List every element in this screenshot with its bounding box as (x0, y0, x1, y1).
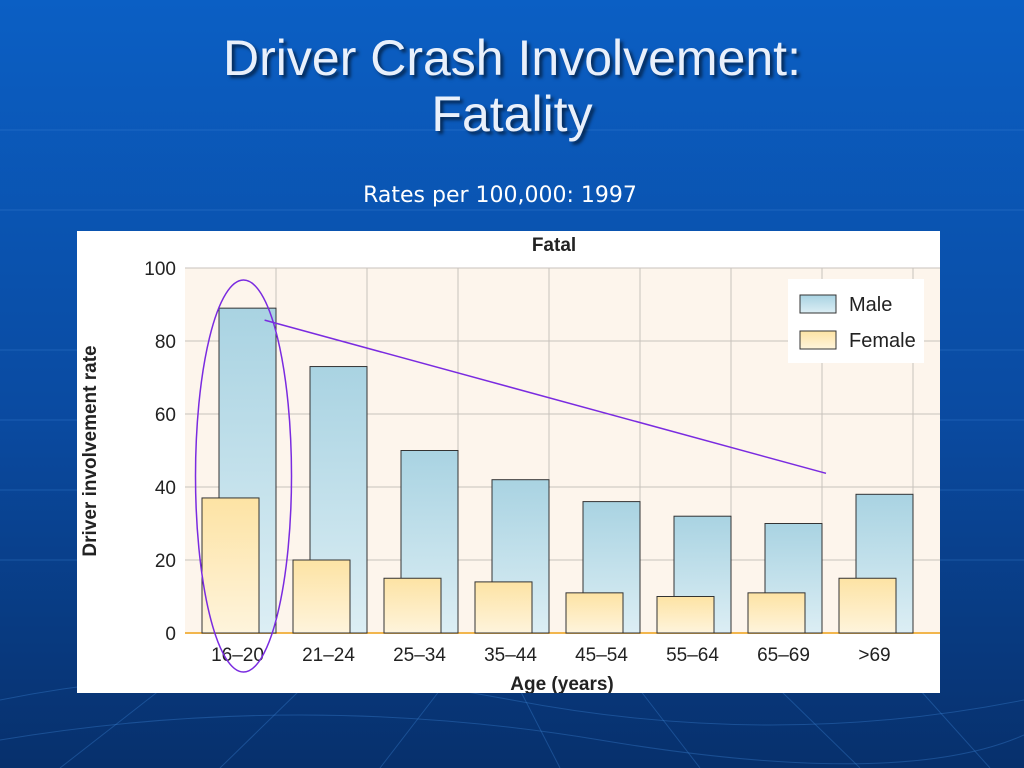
bar-chart: Fatal 0 20 40 60 80 100 16–20 21–24 25–34 35–44 4… (80, 235, 940, 693)
bars (201, 307, 914, 634)
y-tick-label: 0 (165, 624, 176, 645)
y-tick-label: 60 (155, 405, 176, 426)
bar-female (656, 596, 715, 634)
x-tick-label: 45–54 (575, 645, 628, 666)
bar-female (474, 581, 533, 634)
annotation-ellipse (194, 279, 293, 673)
y-tick-label: 40 (155, 478, 176, 499)
slide-title-line-2: Fatality (431, 86, 593, 142)
bar-female (201, 497, 260, 634)
legend-swatch-male (799, 294, 837, 314)
bar-female (565, 592, 624, 634)
legend: Male Female (788, 279, 924, 363)
x-tick-label: 16–20 (211, 645, 264, 666)
bar-female (747, 592, 806, 634)
x-tick-label: 55–64 (666, 645, 719, 666)
y-tick-label: 100 (144, 259, 176, 280)
legend-label-male: Male (849, 294, 892, 316)
chart-title: Fatal (532, 235, 576, 256)
legend-label-female: Female (849, 330, 916, 352)
legend-swatch-female (799, 330, 837, 350)
x-tick-label: 21–24 (302, 645, 355, 666)
x-tick-label: 35–44 (484, 645, 537, 666)
bar-female (383, 577, 442, 634)
y-tick-label: 80 (155, 332, 176, 353)
slide-title: Driver Crash Involvement: Fatality (0, 30, 1024, 142)
x-tick-label: >69 (858, 645, 890, 666)
x-tick-label: 25–34 (393, 645, 446, 666)
x-axis-ticks: 16–20 21–24 25–34 35–44 45–54 55–64 65–69 >69 (211, 645, 891, 666)
chart-panel: Fatal 0 20 40 60 80 100 16–20 21–24 25–34 35–44 4… (77, 231, 940, 693)
slide-subtitle: Rates per 100,000: 1997 (363, 183, 637, 208)
bar-female (838, 577, 897, 634)
y-tick-label: 20 (155, 551, 176, 572)
annotation-trend-line (264, 319, 827, 475)
annotations (194, 279, 827, 673)
slide-title-line-1: Driver Crash Involvement: (223, 30, 801, 86)
y-axis-label: Driver involvement rate (80, 345, 101, 556)
y-axis-ticks: 0 20 40 60 80 100 (144, 259, 176, 645)
x-tick-label: 65–69 (757, 645, 810, 666)
bar-female (292, 559, 351, 634)
x-axis-label: Age (years) (510, 674, 614, 693)
